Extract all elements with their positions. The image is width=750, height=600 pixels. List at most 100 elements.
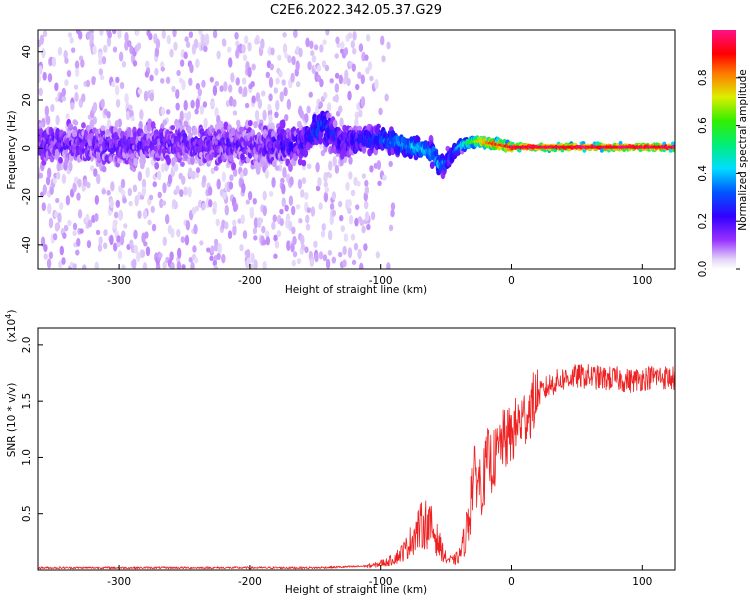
spectrogram-noise-cell: [224, 221, 229, 230]
spectrogram-noise-cell: [150, 205, 155, 214]
spectrogram-noise-cell: [318, 251, 324, 260]
spectrogram-noise-cell: [223, 81, 228, 92]
spectrogram-noise-cell: [319, 78, 324, 88]
spectrogram-noise-cell: [38, 87, 43, 97]
spectrogram-noise-cell: [112, 242, 118, 252]
spectrogram-noise-cell: [118, 51, 124, 62]
spectrogram-noise-cell: [245, 199, 250, 205]
colorbar-scale: [712, 30, 736, 269]
spectrogram-noise-cell: [77, 209, 83, 219]
spectrogram-noise-cell: [132, 60, 138, 67]
spectrogram-noise-cell: [339, 117, 344, 128]
spectrogram-noise-cell: [110, 181, 115, 192]
spectrogram-noise-cell: [334, 93, 339, 103]
spectrogram-noise-cell: [61, 95, 67, 102]
spectrogram-noise-cell: [121, 264, 126, 269]
spectrogram-noise-cell: [50, 103, 55, 113]
spectrogram-peak-cell: [671, 145, 675, 149]
spectrogram-noise-cell: [230, 72, 235, 83]
spectrogram-noise-cell: [38, 166, 41, 173]
spectrogram-noise-cell: [241, 44, 246, 54]
spectrogram-noise-cell: [162, 260, 167, 269]
spectrogram-noise-cell: [73, 84, 79, 90]
spectrogram-noise-cell: [72, 230, 77, 237]
spectrogram-noise-cell: [359, 262, 364, 269]
spectrogram-noise-cell: [232, 98, 237, 108]
spectrogram-noise-cell: [291, 259, 297, 267]
spectrogram-noise-cell: [346, 77, 351, 87]
spectrogram-noise-cell: [181, 264, 186, 269]
spectrogram-noise-cell: [258, 217, 264, 224]
colorbar-tick-label: 0.4: [697, 165, 709, 182]
spectrogram-cell: [68, 123, 73, 129]
spectrogram-cell: [150, 121, 156, 130]
spectrogram-noise-cell: [241, 77, 247, 85]
spectrogram-noise-cell: [286, 98, 292, 110]
spectrogram-noise-cell: [310, 50, 315, 57]
spectrogram-noise-cell: [120, 178, 126, 189]
spectrogram-noise-cell: [253, 235, 258, 241]
spectrogram-noise-cell: [201, 79, 206, 88]
spectrogram-noise-cell: [193, 257, 199, 264]
spectrogram-cell: [38, 122, 44, 128]
spectrogram-noise-cell: [243, 86, 248, 97]
spectrogram-noise-cell: [142, 261, 148, 269]
spectrogram-noise-cell: [369, 75, 374, 82]
spectrogram-cell: [141, 152, 147, 160]
spectrogram-noise-cell: [54, 222, 60, 232]
spectrogram-noise-cell: [137, 171, 143, 182]
spectrogram-noise-cell: [347, 199, 352, 208]
spectrogram-noise-cell: [199, 105, 205, 115]
spectrogram-cell: [374, 125, 380, 135]
spectrogram-noise-cell: [301, 177, 307, 184]
spectrogram-noise-cell: [38, 74, 41, 83]
spectrogram-noise-cell: [162, 236, 167, 247]
spectrogram-noise-cell: [227, 84, 233, 93]
spectrogram-noise-cell: [115, 76, 120, 84]
spectrogram-noise-cell: [216, 178, 221, 190]
spectrogram-noise-cell: [322, 39, 327, 45]
spectrogram-noise-cell: [222, 192, 227, 200]
spectrogram-noise-cell: [106, 119, 112, 129]
spectrogram-noise-cell: [109, 198, 114, 209]
spectrogram-noise-cell: [135, 30, 140, 36]
spectrogram-noise-cell: [308, 91, 313, 98]
spectrogram-noise-cell: [274, 111, 279, 119]
spectrogram-cell: [274, 165, 280, 171]
spectrogram-noise-cell: [366, 223, 371, 231]
spectrogram-noise-cell: [388, 160, 393, 168]
spectrogram-noise-cell: [180, 236, 186, 243]
spectrogram-noise-cell: [57, 46, 63, 56]
spectrogram-noise-cell: [234, 31, 239, 40]
spectrogram-noise-cell: [334, 164, 340, 174]
spectrogram-noise-cell: [165, 109, 171, 115]
spectrogram-noise-cell: [360, 74, 365, 85]
spectrogram-noise-cell: [47, 167, 52, 179]
spectrogram-y-tick-label: -40: [21, 236, 33, 253]
spectrogram-noise-cell: [384, 93, 389, 102]
spectrogram-noise-cell: [144, 70, 150, 78]
spectrogram-noise-cell: [107, 31, 112, 39]
spectrogram-noise-cell: [337, 200, 343, 208]
spectrogram-noise-cell: [318, 101, 324, 109]
spectrogram-noise-cell: [375, 251, 381, 259]
spectrogram-noise-cell: [329, 202, 335, 211]
spectrogram-noise-cell: [103, 229, 108, 237]
spectrogram-noise-cell: [214, 107, 219, 118]
spectrogram-noise-cell: [242, 54, 248, 62]
spectrogram-noise-cell: [64, 57, 69, 64]
spectrogram-noise-cell: [334, 72, 340, 79]
snr-scale-note: (x104): [4, 310, 18, 343]
spectrogram-noise-cell: [145, 167, 150, 178]
spectrogram-noise-cell: [260, 38, 265, 49]
spectrogram-noise-cell: [321, 223, 326, 232]
spectrogram-noise-cell: [66, 70, 72, 78]
spectrogram-noise-cell: [239, 244, 244, 252]
spectrogram-noise-cell: [290, 205, 296, 216]
spectrogram-noise-cell: [162, 182, 167, 194]
spectrogram-noise-cell: [133, 244, 138, 254]
spectrogram-noise-cell: [86, 240, 92, 249]
spectrogram-cell: [188, 132, 193, 139]
spectrogram-cell: [109, 147, 115, 155]
spectrogram-cell: [192, 126, 198, 136]
